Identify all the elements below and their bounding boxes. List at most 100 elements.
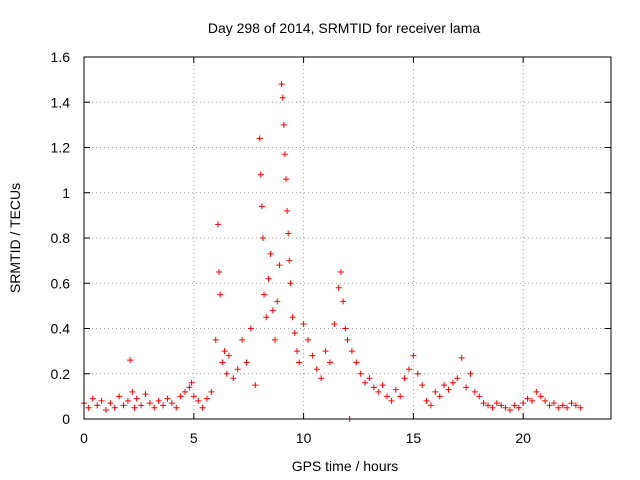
data-point (322, 348, 329, 355)
data-point (284, 207, 291, 214)
data-point (216, 268, 223, 275)
data-point (357, 370, 364, 377)
data-point (485, 402, 492, 409)
data-point (489, 404, 496, 411)
x-tick-label: 0 (80, 430, 88, 446)
data-point (98, 397, 105, 404)
data-point (160, 402, 167, 409)
data-point (286, 257, 293, 264)
data-point (234, 366, 241, 373)
data-point (568, 400, 575, 407)
data-point (291, 330, 298, 337)
data-point (188, 379, 195, 386)
data-point (427, 402, 434, 409)
x-tick-label: 20 (515, 430, 531, 446)
data-point (326, 359, 333, 366)
data-point (528, 397, 535, 404)
data-point (247, 325, 254, 332)
data-point (265, 275, 272, 282)
data-point (436, 393, 443, 400)
data-point (555, 404, 562, 411)
plot-border (83, 56, 612, 420)
y-tick-label: 0.6 (51, 275, 71, 291)
data-point (243, 359, 250, 366)
data-point (195, 397, 202, 404)
data-point (337, 268, 344, 275)
data-point (520, 400, 527, 407)
data-point (342, 325, 349, 332)
data-point (344, 336, 351, 343)
data-point (493, 400, 500, 407)
data-point (203, 395, 210, 402)
data-point (208, 388, 215, 395)
data-point (405, 366, 412, 373)
data-point (225, 352, 232, 359)
data-point (272, 336, 279, 343)
x-tick-label: 10 (296, 430, 312, 446)
data-point (276, 262, 283, 269)
data-point (379, 382, 386, 389)
data-point (463, 384, 470, 391)
tick-labels: 0 5 10 15 20 0 0.2 0.4 0.6 0.8 1 1.2 1.4 1.6 (51, 49, 532, 446)
data-point (423, 397, 430, 404)
data-point (353, 359, 360, 366)
data-point (155, 397, 162, 404)
data-point (370, 384, 377, 391)
data-point (281, 151, 288, 158)
data-point (471, 388, 478, 395)
data-point (259, 235, 266, 241)
x-tick-label: 15 (406, 430, 422, 446)
data-point (212, 336, 219, 343)
data-point (116, 393, 123, 400)
data-point (366, 375, 373, 382)
data-point (498, 402, 505, 409)
data-point (348, 348, 355, 355)
data-point (300, 320, 307, 327)
data-point (397, 393, 404, 400)
data-point (214, 221, 221, 228)
y-tick-label: 0.8 (51, 230, 71, 246)
data-point (219, 359, 226, 366)
data-point (564, 404, 571, 411)
data-point (511, 402, 518, 409)
data-point (280, 121, 287, 128)
data-point (340, 298, 347, 305)
data-point (480, 400, 487, 407)
data-point (283, 176, 290, 183)
data-point (164, 395, 171, 402)
x-axis-label: GPS time / hours (292, 458, 399, 474)
data-point (293, 348, 300, 355)
data-point (524, 395, 531, 402)
data-point (572, 402, 579, 409)
data-point (419, 382, 426, 389)
y-tick-label: 0.4 (51, 321, 71, 337)
data-point (296, 359, 303, 366)
data-point (142, 391, 149, 398)
data-point (309, 352, 316, 359)
data-point (467, 370, 474, 377)
data-point (458, 354, 465, 361)
data-point (441, 382, 448, 389)
data-point (362, 379, 369, 386)
data-point (263, 314, 270, 321)
data-point (449, 379, 456, 386)
data-point (221, 348, 228, 355)
data-point (279, 94, 286, 101)
data-point (230, 375, 237, 382)
data-point (133, 395, 140, 402)
data-point (506, 406, 513, 413)
data-point (278, 81, 285, 88)
data-point (168, 400, 175, 407)
data-point (85, 404, 92, 411)
data-point (102, 406, 109, 413)
data-point (182, 388, 189, 395)
data-point (289, 314, 296, 321)
data-point (410, 352, 417, 359)
data-point (89, 395, 96, 402)
data-point (414, 370, 421, 377)
data-point (257, 171, 264, 178)
data-point (476, 393, 483, 400)
data-point (151, 404, 158, 411)
y-tick-label: 0 (62, 411, 70, 427)
y-tick-label: 1.6 (51, 49, 71, 65)
